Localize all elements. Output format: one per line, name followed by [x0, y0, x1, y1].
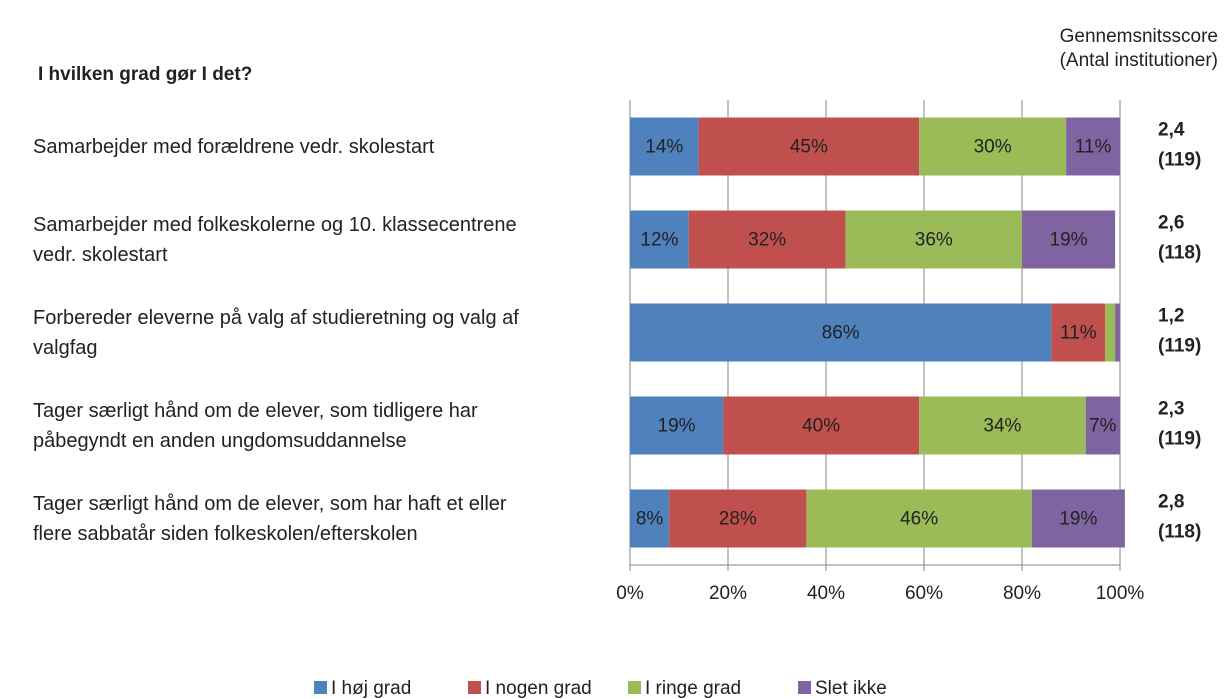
bar-segment: [1066, 117, 1120, 176]
count: (118): [1158, 522, 1201, 543]
x-tick-label: 60%: [905, 583, 943, 604]
data-label: 28%: [719, 509, 757, 530]
bar-segment: [919, 117, 1067, 176]
x-tick-label: 40%: [807, 583, 845, 604]
bar-segment: [1105, 303, 1116, 362]
data-label: 86%: [822, 323, 860, 344]
category-label: Tager særligt hånd om de elever, som tid…: [33, 399, 478, 452]
bar-segment: [688, 210, 846, 269]
bar-segment: [1085, 396, 1120, 455]
right-header: (Antal institutioner): [1060, 50, 1218, 71]
chart-title: I hvilken grad gør I det?: [38, 64, 252, 85]
count: (118): [1158, 243, 1201, 264]
x-tick-label: 0%: [616, 583, 644, 604]
data-label: 11%: [1060, 323, 1097, 344]
legend-swatch: [468, 681, 481, 694]
bar-segment: [1051, 303, 1106, 362]
data-label: 45%: [790, 137, 828, 158]
score: 2,8: [1158, 492, 1184, 513]
data-label: 11%: [1075, 137, 1112, 158]
data-label: 19%: [1050, 230, 1088, 251]
bar-segment: [669, 489, 807, 548]
category-label: Tager særligt hånd om de elever, som har…: [33, 492, 507, 545]
bar-segment: [1115, 303, 1120, 362]
score: 2,3: [1158, 399, 1184, 420]
bar-segment: [919, 396, 1086, 455]
right-header: Gennemsnitsscore: [1060, 26, 1218, 47]
legend-label: I nogen grad: [485, 678, 592, 699]
data-label: 12%: [640, 230, 678, 251]
bar-segment: [698, 117, 920, 176]
data-label: 32%: [748, 230, 786, 251]
bar-segment: [630, 117, 699, 176]
bar-segment: [806, 489, 1032, 548]
legend-label: I høj grad: [331, 678, 411, 699]
legend-label: Slet ikke: [815, 678, 887, 699]
bar-segment: [630, 489, 670, 548]
x-tick-label: 20%: [709, 583, 747, 604]
legend-swatch: [798, 681, 811, 694]
category-label: Samarbejder med folkeskolerne og 10. kla…: [33, 213, 517, 266]
count: (119): [1158, 429, 1201, 450]
count: (119): [1158, 150, 1201, 171]
legend-swatch: [628, 681, 641, 694]
bar-segment: [630, 210, 689, 269]
x-tick-label: 100%: [1096, 583, 1145, 604]
data-label: 40%: [802, 416, 840, 437]
bar-segment: [630, 303, 1052, 362]
data-label: 7%: [1089, 416, 1117, 437]
bar-segment: [1031, 489, 1125, 548]
score: 2,6: [1158, 213, 1184, 234]
category-label: Forbereder eleverne på valg af studieret…: [33, 306, 519, 359]
data-label: 14%: [645, 137, 683, 158]
data-label: 19%: [1059, 509, 1097, 530]
category-label: Samarbejder med forældrene vedr. skolest…: [33, 135, 435, 158]
bar-segment: [845, 210, 1022, 269]
x-tick-label: 80%: [1003, 583, 1041, 604]
data-label: 36%: [915, 230, 953, 251]
data-label: 19%: [658, 416, 696, 437]
bar-segment: [723, 396, 920, 455]
data-label: 34%: [983, 416, 1021, 437]
legend-swatch: [314, 681, 327, 694]
score: 2,4: [1158, 120, 1185, 141]
score: 1,2: [1158, 306, 1184, 327]
data-label: 8%: [636, 509, 664, 530]
legend-label: I ringe grad: [645, 678, 741, 699]
data-label: 46%: [900, 509, 938, 530]
bar-segment: [1022, 210, 1116, 269]
count: (119): [1158, 336, 1201, 357]
bar-segment: [630, 396, 724, 455]
data-label: 30%: [974, 137, 1012, 158]
